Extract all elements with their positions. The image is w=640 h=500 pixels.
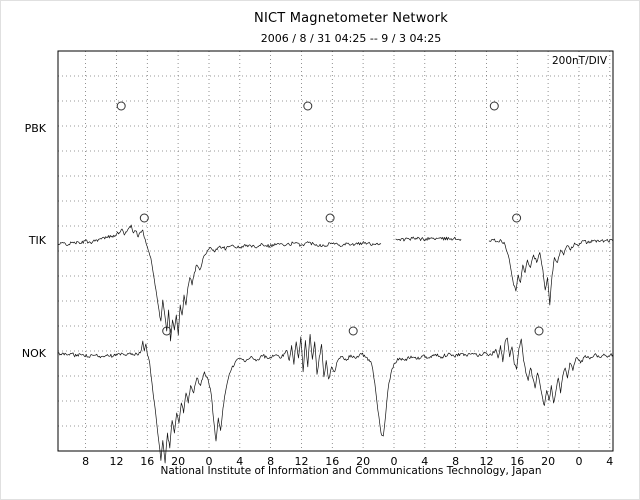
trace-tik [395,236,462,242]
x-tick-label: 12 [480,455,494,468]
station-label-tik: TIK [28,234,47,247]
noon-marker-tik [139,213,149,223]
x-tick-label: 4 [236,455,243,468]
noon-marker-pbk [303,101,313,111]
x-tick-label: 16 [510,455,524,468]
trace-tik [57,224,382,342]
x-tick-label: 4 [606,455,613,468]
x-tick-label: 12 [110,455,124,468]
x-tick-label: 12 [295,455,309,468]
noon-marker-tik [325,213,335,223]
trace-nok [57,333,614,464]
plot-border [57,50,614,452]
x-tick-label: 0 [206,455,213,468]
x-tick-label: 8 [267,455,274,468]
noon-marker-pbk [116,101,126,111]
noon-marker-nok [534,326,544,336]
x-tick-label: 0 [576,455,583,468]
x-tick-label: 20 [541,455,555,468]
trace-tik [488,238,614,306]
x-tick-label: 0 [391,455,398,468]
noon-marker-pbk [489,101,499,111]
chart-title: NICT Magnetometer Network [254,11,448,26]
chart-time-range: 2006 / 8 / 31 04:25 -- 9 / 3 04:25 [260,32,442,45]
x-tick-label: 4 [421,455,428,468]
x-tick-label: 8 [452,455,459,468]
footer-credit: National Institute of Information and Co… [160,465,542,477]
noon-marker-nok [162,326,172,336]
x-tick-label: 20 [171,455,185,468]
x-tick-label: 8 [82,455,89,468]
station-label-pbk: PBK [25,122,47,135]
station-label-nok: NOK [22,347,47,360]
x-tick-label: 16 [140,455,154,468]
scale-label: 200nT/DIV [551,55,607,67]
noon-marker-tik [512,213,522,223]
noon-marker-nok [348,326,358,336]
x-tick-label: 16 [325,455,339,468]
x-tick-label: 20 [356,455,370,468]
